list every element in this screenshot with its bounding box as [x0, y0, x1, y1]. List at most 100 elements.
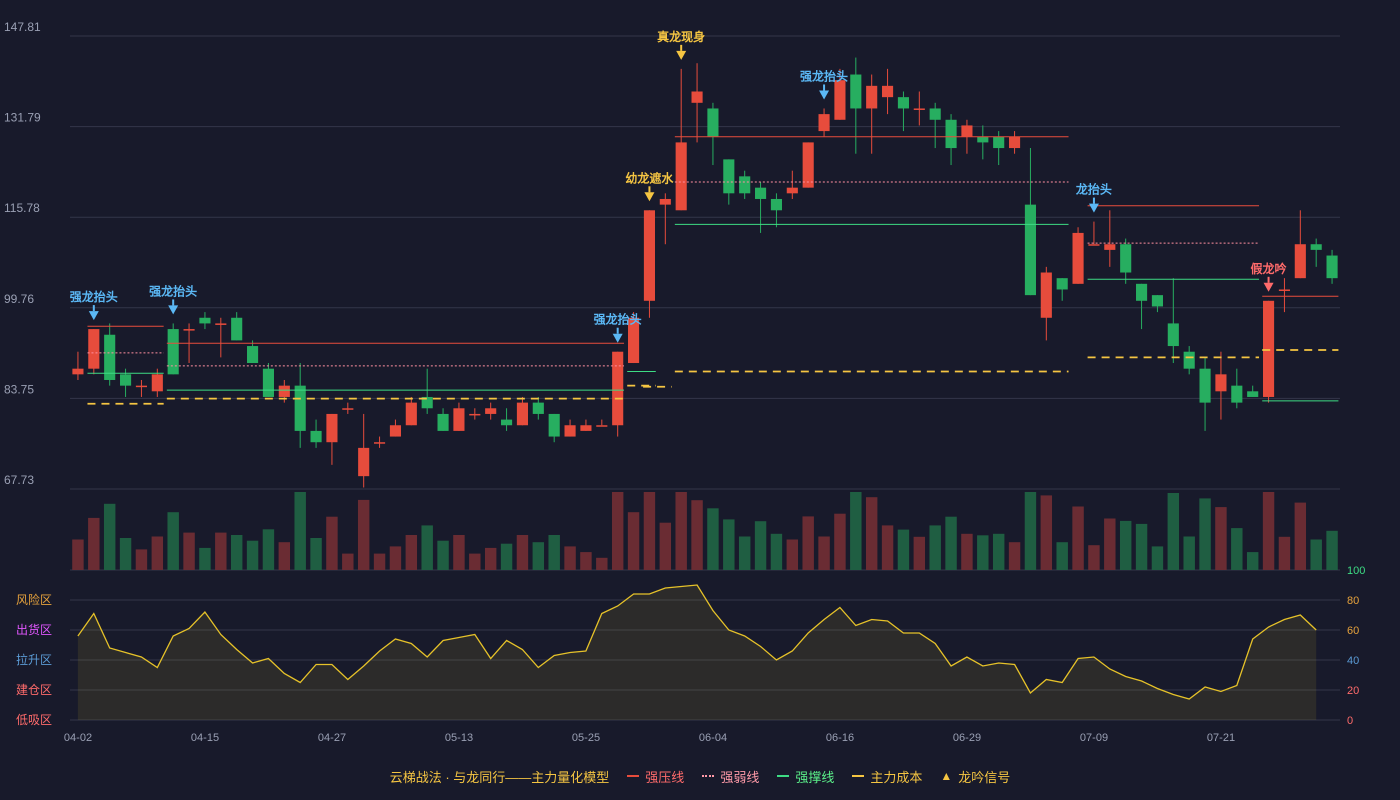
candle-body	[421, 396, 433, 409]
legend-weak[interactable]: 强弱线	[702, 767, 759, 786]
candle-body	[1278, 289, 1290, 291]
legend-pressure[interactable]: 强压线	[627, 767, 684, 786]
date-tick-label: 06-04	[699, 732, 727, 744]
volume-bar	[802, 516, 814, 570]
date-tick-label: 04-02	[64, 732, 92, 744]
volume-bar	[326, 516, 338, 570]
legend-cost-label: 主力成本	[870, 769, 923, 785]
indicator-zone-label: 拉升区	[16, 652, 52, 667]
volume-bar	[627, 512, 640, 570]
candle-body	[247, 346, 259, 364]
candle-body	[707, 108, 719, 137]
candle-body	[469, 413, 481, 416]
candle-body	[897, 97, 909, 109]
indicator-zone-label: 出货区	[16, 622, 52, 637]
volume-bar	[135, 549, 148, 570]
candle-body	[612, 351, 624, 426]
volume-bar	[1231, 528, 1243, 570]
indicator-tick-label: 60	[1347, 625, 1359, 637]
volume-bar	[881, 525, 894, 570]
candle-body	[262, 368, 274, 397]
candle-body	[1215, 374, 1227, 392]
volume-bar	[1008, 542, 1021, 570]
candle-body	[882, 85, 894, 98]
volume-bar	[865, 497, 878, 570]
signal-label: 真龙现身	[657, 29, 705, 44]
candle-body	[1231, 385, 1243, 403]
legend-support-label: 强撑线	[795, 769, 835, 785]
volume-bar	[580, 552, 592, 570]
volume-bar	[310, 538, 322, 570]
candle-body	[1294, 244, 1306, 279]
candle-body	[405, 402, 417, 426]
volume-bar	[707, 508, 719, 570]
candle-body	[755, 187, 767, 199]
legend-title: 云梯战法 · 与龙同行——主力量化模型	[389, 769, 610, 785]
volume-bar	[215, 532, 227, 570]
volume-bar	[262, 529, 275, 570]
volume-bar	[405, 535, 418, 570]
price-tick-label: 99.76	[4, 292, 34, 306]
volume-bar	[1088, 545, 1100, 570]
volume-bar	[532, 542, 545, 570]
volume-bar	[913, 536, 926, 570]
volume-bar	[421, 525, 433, 570]
date-tick-label: 07-21	[1207, 732, 1235, 744]
legend-signal[interactable]: ▲ 龙吟信号	[940, 767, 1010, 786]
volume-bar	[342, 553, 354, 570]
candle-body	[453, 408, 465, 431]
legend-signal-label: 龙吟信号	[958, 769, 1011, 785]
candle-body	[802, 142, 814, 188]
signal-label: 强龙抬头	[70, 289, 118, 304]
indicator-tick-label: 80	[1347, 595, 1359, 607]
volume-bar	[945, 516, 957, 570]
volume-bar	[659, 522, 672, 570]
candle-body	[1263, 300, 1275, 397]
candle-body	[437, 413, 449, 431]
candle-body	[1040, 272, 1052, 318]
volume-bar	[183, 532, 195, 570]
volume-bar	[357, 499, 370, 570]
indicator-tick-label: 100	[1347, 565, 1365, 577]
signal-arrow-icon	[819, 90, 830, 100]
candle-body	[977, 136, 989, 143]
legend-cost-swatch	[852, 775, 865, 777]
volume-bar	[738, 536, 751, 570]
candle-body	[1199, 368, 1211, 403]
volume-bar	[1215, 507, 1227, 570]
candle-body	[1247, 391, 1259, 397]
candle-body	[1136, 283, 1148, 301]
volume-bar	[199, 547, 211, 570]
candle-body	[945, 119, 957, 149]
volume-bar	[1119, 520, 1132, 570]
signal-arrow-icon	[644, 192, 655, 202]
candle-body	[88, 329, 100, 369]
candle-body	[358, 447, 370, 477]
candle-body	[929, 108, 941, 120]
candle-body	[850, 74, 862, 109]
candle-body	[72, 368, 84, 375]
volume-bar	[897, 529, 910, 570]
volume-bar	[500, 543, 513, 570]
date-tick-label: 05-13	[445, 732, 473, 744]
signal-label: 龙抬头	[1076, 182, 1112, 197]
date-tick-label: 05-25	[572, 732, 600, 744]
signal-label: 强龙抬头	[800, 68, 848, 83]
candle-body	[215, 323, 227, 325]
candle-body	[1009, 136, 1021, 149]
candle-body	[342, 408, 354, 410]
signal-arrow-icon	[1263, 282, 1274, 292]
legend-cost[interactable]: 主力成本	[852, 767, 922, 786]
date-tick-label: 06-29	[953, 732, 981, 744]
candle-body	[723, 159, 735, 194]
candle-body	[818, 114, 830, 132]
volume-bar	[1310, 539, 1322, 570]
legend-support[interactable]: 强撑线	[777, 767, 834, 786]
volume-bar	[643, 492, 656, 570]
candle-body	[183, 329, 195, 331]
candle-body	[1072, 232, 1084, 284]
candle-body	[501, 419, 513, 426]
date-tick-label: 07-09	[1080, 732, 1108, 744]
date-tick-label: 06-16	[826, 732, 854, 744]
volume-bar	[1056, 542, 1068, 570]
